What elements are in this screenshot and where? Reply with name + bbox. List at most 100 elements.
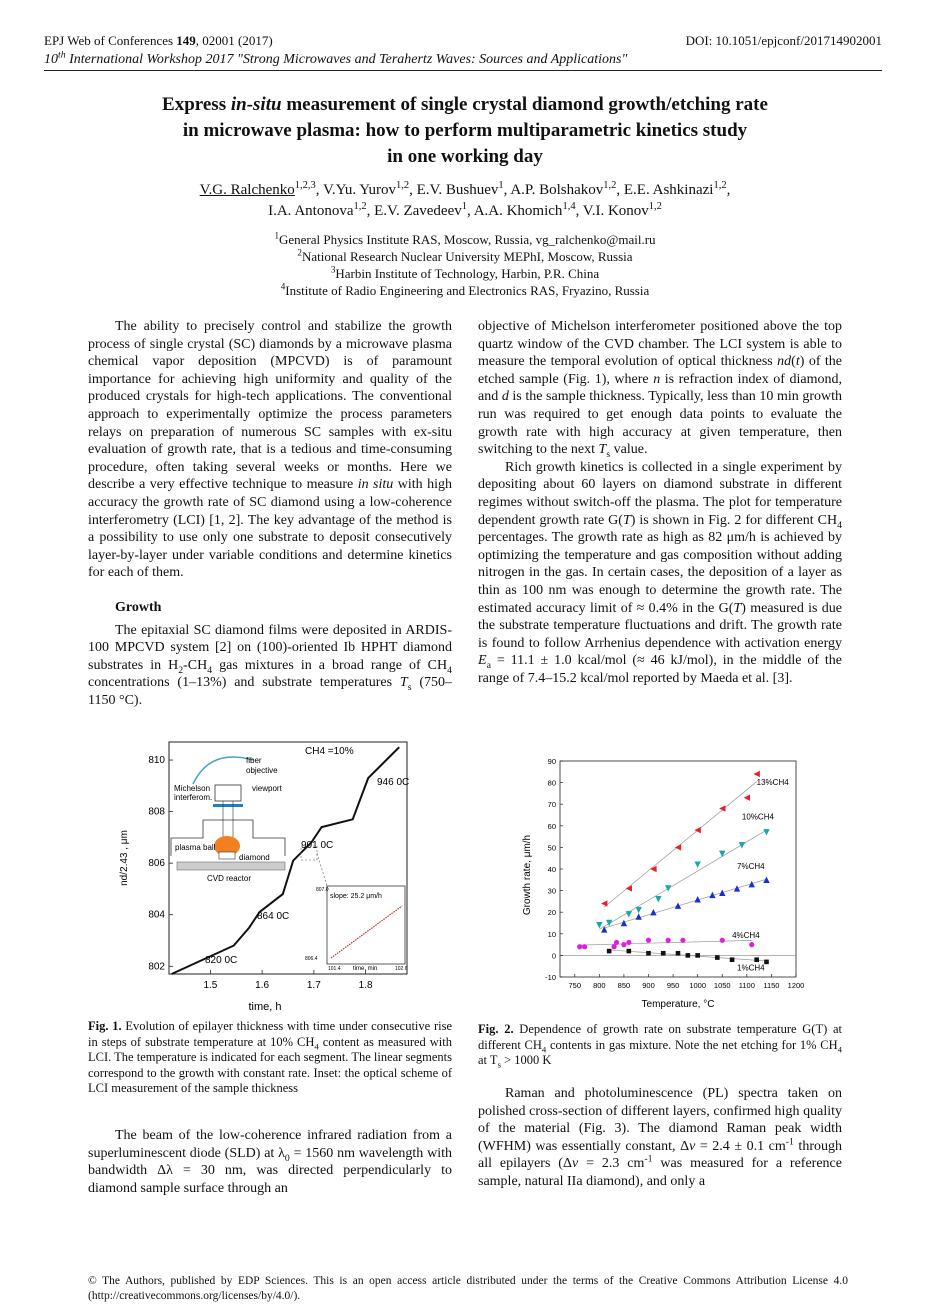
fig1-ytick-label: 808 xyxy=(148,807,165,818)
fig2-data-point xyxy=(733,885,741,892)
fig2-data-point xyxy=(749,942,755,948)
fig2-ytick-label: 50 xyxy=(548,843,556,852)
fig2-series-label: 13%CH4 xyxy=(757,778,790,787)
fig2-xlabel: Temperature, °C xyxy=(642,999,715,1010)
fig2-ytick-label: 20 xyxy=(548,908,556,917)
fig2-ytick-label: 10 xyxy=(548,930,556,939)
author-name: V.G. Ralchenko xyxy=(199,182,295,198)
author-separator: , xyxy=(616,182,624,198)
fig1-ytick-label: 802 xyxy=(148,961,165,972)
fig2-data-point xyxy=(621,942,627,948)
growth-kinetics-paragraph: Rich growth kinetics is collected in a s… xyxy=(478,459,843,686)
fig1-ytick-label: 804 xyxy=(148,910,165,921)
fig1-xtick-label: 1.5 xyxy=(203,980,217,991)
fig2-data-point xyxy=(694,896,701,903)
fig2-ytick-label: 30 xyxy=(548,887,556,896)
fig1-plot-frame xyxy=(168,741,408,975)
fig2-data-point xyxy=(754,957,759,963)
fig1-zoom-region xyxy=(300,845,318,861)
author-separator: , xyxy=(409,182,417,198)
fig2-xtick-label: 1000 xyxy=(689,981,706,990)
fig2-xtick-label: 1050 xyxy=(714,981,731,990)
fig2-data-point xyxy=(719,937,725,943)
fig2-data-point xyxy=(763,829,770,836)
fig2-data-point xyxy=(577,944,583,950)
label-plasma-ball: plasma ball xyxy=(175,843,216,852)
author-affiliation-mark: 1,2,3 xyxy=(294,180,316,191)
fig2-data-point xyxy=(738,842,746,849)
fig2-series-label: 10%CH4 xyxy=(742,812,775,821)
label-diamond: diamond xyxy=(239,853,270,862)
author-name: E.V. Bushuev xyxy=(416,182,499,198)
fig2-data-point xyxy=(665,937,671,943)
fig2-data-point xyxy=(748,880,755,888)
fig2-data-point xyxy=(674,844,682,851)
author-affiliation-mark: 1,2 xyxy=(713,180,727,191)
author-separator: , xyxy=(315,182,324,198)
figure-1-caption: Fig. 1. Evolution of epilayer thickness … xyxy=(88,1019,453,1096)
author-separator: , xyxy=(366,203,375,219)
fig2-xtick-label: 750 xyxy=(568,981,581,990)
fig2-data-point xyxy=(601,926,608,933)
fig2-data-point xyxy=(719,889,726,896)
fig2-data-point xyxy=(694,861,701,868)
label-viewport: viewport xyxy=(252,784,283,793)
running-header-doi: DOI: 10.1051/epjconf/201714902001 xyxy=(685,33,882,48)
fig2-data-point xyxy=(675,950,681,956)
fig2-data-point xyxy=(719,850,726,858)
fig2-xtick-label: 950 xyxy=(667,981,680,990)
fig2-data-point xyxy=(650,865,657,873)
substrate-holder xyxy=(176,861,286,871)
fig2-data-point xyxy=(646,950,651,956)
fig2-data-point xyxy=(606,948,612,954)
fig1-annotation-864: 864 0C xyxy=(257,911,289,922)
label-objective: objective xyxy=(246,766,278,775)
author-name: A.A. Khomich xyxy=(473,203,563,219)
fig2-data-point xyxy=(674,902,682,909)
fig2-data-point xyxy=(709,891,716,899)
fig2-ylabel: Growth rate, μm/h xyxy=(522,835,533,915)
lci-beam-paragraph: The beam of the low-coherence infrared r… xyxy=(88,1128,452,1196)
author-separator: , xyxy=(467,203,474,219)
fig2-ytick-label: 0 xyxy=(552,951,556,960)
running-header-workshop: 10th International Workshop 2017 "Strong… xyxy=(44,49,628,67)
author-affiliation-mark: 1 xyxy=(498,180,504,191)
fig2-xtick-label: 850 xyxy=(618,981,631,990)
fig1-slope-inset: slope: 25.2 μm/h 807.0 806.4 101.4 102.6… xyxy=(305,885,408,972)
author-name: E.V. Zavedeev xyxy=(374,203,462,219)
fig1-inset-xtick-right: 102.6 xyxy=(395,966,408,972)
author-affiliation-mark: 1,2 xyxy=(353,201,367,212)
section-heading-growth: Growth xyxy=(115,599,162,615)
left-column: The ability to precisely control and sta… xyxy=(88,318,452,709)
lci-system-paragraph: objective of Michelson interferometer po… xyxy=(478,319,843,460)
right-column-bottom: Raman and photoluminescence (PL) spectra… xyxy=(478,1085,842,1191)
fig2-data-point xyxy=(581,944,588,950)
fig2-data-point xyxy=(650,909,657,916)
fig2-data-point xyxy=(601,900,608,907)
fig2-ytick-label: 40 xyxy=(548,865,556,874)
fig2-ytick-label: 80 xyxy=(548,779,556,788)
fiber-cable xyxy=(192,756,254,785)
paper-title: Express in-situ measurement of single cr… xyxy=(162,94,768,167)
fig2-ytick-label: 70 xyxy=(548,800,556,809)
fig1-xlabel: time, h xyxy=(248,1001,281,1013)
fig2-data-point xyxy=(715,955,720,960)
fig2-xtick-label: 800 xyxy=(593,981,606,990)
running-header-journal: EPJ Web of Conferences 149, 02001 (2017) xyxy=(44,33,273,48)
fig2-data-point xyxy=(645,937,652,943)
fig2-data-point xyxy=(664,885,672,892)
fig1-lci-schematic: fiber objective Michelson interferom. vi… xyxy=(170,756,286,883)
author-affiliation-mark: 1,2 xyxy=(603,180,617,191)
affiliation-line: 1General Physics Institute RAS, Moscow, … xyxy=(274,230,656,247)
fig2-data-point xyxy=(729,957,735,963)
fig2-data-point xyxy=(680,937,686,943)
author-name: E.E. Ashkinazi xyxy=(623,182,714,198)
fig2-data-point xyxy=(764,959,769,965)
author-list: V.G. Ralchenko1,2,3, V.Yu. Yurov1,2, E.V… xyxy=(90,180,840,222)
author-name: A.P. Bolshakov xyxy=(510,182,604,198)
fig2-data-point xyxy=(743,794,751,801)
fig1-xtick-label: 1.8 xyxy=(359,980,373,991)
viewport-window xyxy=(213,804,243,807)
license-footer: © The Authors, published by EDP Sciences… xyxy=(88,1275,848,1302)
label-michelson: Michelson xyxy=(174,784,210,793)
